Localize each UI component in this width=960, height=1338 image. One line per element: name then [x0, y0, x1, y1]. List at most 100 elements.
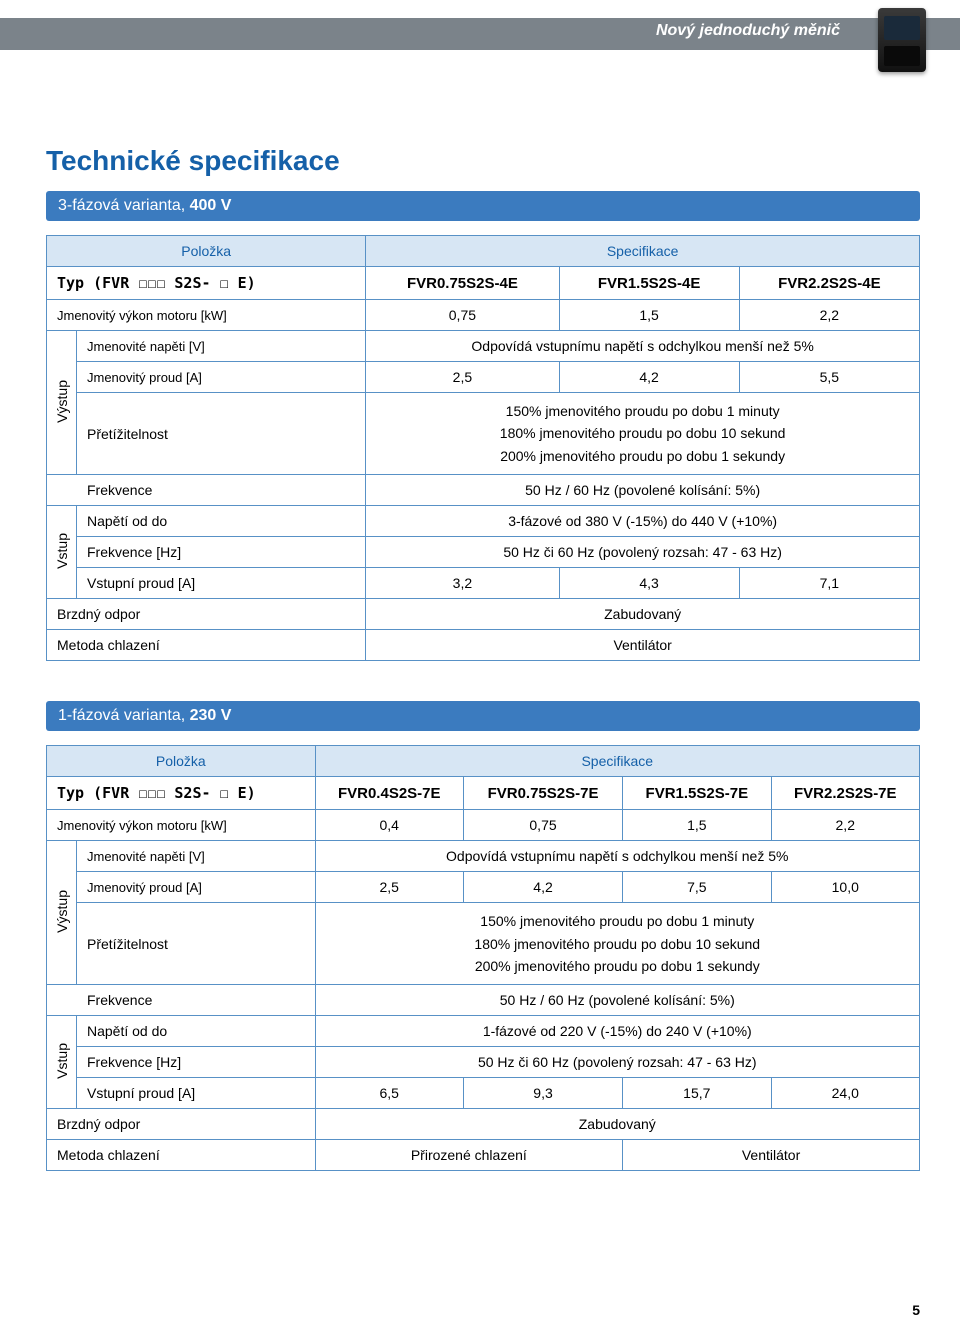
table-row: Brzdný odpor Zabudovaný — [47, 1109, 920, 1140]
row-in-freq-label: Frekvence [Hz] — [77, 537, 366, 568]
current-2: 5,5 — [739, 362, 919, 393]
table-row: Výstup Jmenovité napěti [V] Odpovídá vst… — [47, 841, 920, 872]
type-1: FVR0.75S2S-7E — [463, 777, 622, 810]
power-2: 1,5 — [623, 810, 771, 841]
in-current-2: 7,1 — [739, 568, 919, 599]
brake-text: Zabudovaný — [366, 599, 920, 630]
freq-text: 50 Hz / 60 Hz (povolené kolísání: 5%) — [366, 475, 920, 506]
group-input: Vstup — [47, 506, 77, 599]
in-freq-text: 50 Hz či 60 Hz (povolený rozsah: 47 - 63… — [366, 537, 920, 568]
table-row: Přetížitelnost 150% jmenovitého proudu p… — [47, 903, 920, 985]
table-row: Vstupní proud [A] 6,5 9,3 15,7 24,0 — [47, 1078, 920, 1109]
hdr-spec: Specifikace — [366, 236, 920, 267]
top-bar-text: Nový jednoduchý měnič — [656, 22, 840, 40]
overload-l3: 200% jmenovitého proudu po dobu 1 sekund… — [372, 445, 913, 467]
table-row: Metoda chlazení Ventilátor — [47, 630, 920, 661]
device-icon — [878, 8, 926, 72]
in-current-3: 24,0 — [771, 1078, 919, 1109]
row-cooling-label: Metoda chlazení — [47, 1140, 316, 1171]
row-in-voltage-label: Napětí od do — [77, 1016, 316, 1047]
cooling-fan: Ventilátor — [623, 1140, 920, 1171]
cooling-text: Ventilátor — [366, 630, 920, 661]
table-row: Brzdný odpor Zabudovaný — [47, 599, 920, 630]
power-2: 2,2 — [739, 300, 919, 331]
in-voltage-text: 3-fázové od 380 V (-15%) do 440 V (+10%) — [366, 506, 920, 537]
row-brake-label: Brzdný odpor — [47, 1109, 316, 1140]
group-output-label: Výstup — [54, 890, 70, 933]
voltage-text: Odpovídá vstupnímu napětí s odchylkou me… — [366, 331, 920, 362]
spec-table-400: Položka Specifikace Typ (FVR ☐☐☐ S2S- ☐ … — [46, 235, 920, 661]
table-row: Přetížitelnost 150% jmenovitého proudu p… — [47, 393, 920, 475]
type-2: FVR2.2S2S-4E — [739, 267, 919, 300]
hdr-spec: Specifikace — [315, 746, 919, 777]
row-freq-label: Frekvence — [47, 475, 366, 506]
type-3: FVR2.2S2S-7E — [771, 777, 919, 810]
voltage-text: Odpovídá vstupnímu napětí s odchylkou me… — [315, 841, 919, 872]
table-row: Frekvence [Hz] 50 Hz či 60 Hz (povolený … — [47, 537, 920, 568]
in-current-1: 9,3 — [463, 1078, 622, 1109]
brake-text: Zabudovaný — [315, 1109, 919, 1140]
power-0: 0,75 — [366, 300, 559, 331]
table-row: Jmenovitý výkon motoru [kW] 0,75 1,5 2,2 — [47, 300, 920, 331]
group-output: Výstup — [47, 331, 77, 475]
table-row: Vstup Napětí od do 1-fázové od 220 V (-1… — [47, 1016, 920, 1047]
hdr-item: Položka — [47, 236, 366, 267]
in-voltage-text: 1-fázové od 220 V (-15%) do 240 V (+10%) — [315, 1016, 919, 1047]
current-3: 10,0 — [771, 872, 919, 903]
row-in-current-label: Vstupní proud [A] — [77, 1078, 316, 1109]
table-row: Položka Specifikace — [47, 746, 920, 777]
type-2: FVR1.5S2S-7E — [623, 777, 771, 810]
in-current-0: 6,5 — [315, 1078, 463, 1109]
cooling-natural: Přirozené chlazení — [315, 1140, 623, 1171]
group-input: Vstup — [47, 1016, 77, 1109]
variant-400-bar: 3-fázová varianta, 400 V — [46, 191, 920, 221]
table-row: Frekvence 50 Hz / 60 Hz (povolené kolísá… — [47, 475, 920, 506]
top-stripe: Nový jednoduchý měnič — [0, 18, 960, 50]
row-current-label: Jmenovitý proud [A] — [77, 362, 366, 393]
row-brake-label: Brzdný odpor — [47, 599, 366, 630]
group-output-label: Výstup — [54, 380, 70, 423]
row-power-label: Jmenovitý výkon motoru [kW] — [47, 810, 316, 841]
overload-l1: 150% jmenovitého proudu po dobu 1 minuty — [372, 400, 913, 422]
overload-text: 150% jmenovitého proudu po dobu 1 minuty… — [366, 393, 920, 475]
power-0: 0,4 — [315, 810, 463, 841]
table-row: Vstup Napětí od do 3-fázové od 380 V (-1… — [47, 506, 920, 537]
overload-l3: 200% jmenovitého proudu po dobu 1 sekund… — [322, 955, 913, 977]
table-row: Frekvence 50 Hz / 60 Hz (povolené kolísá… — [47, 985, 920, 1016]
table-row: Položka Specifikace — [47, 236, 920, 267]
row-overload-label: Přetížitelnost — [77, 393, 366, 475]
table-row: Vstupní proud [A] 3,2 4,3 7,1 — [47, 568, 920, 599]
spec-table-230: Položka Specifikace Typ (FVR ☐☐☐ S2S- ☐ … — [46, 745, 920, 1171]
row-power-label: Jmenovitý výkon motoru [kW] — [47, 300, 366, 331]
variant-230-strong: 230 V — [190, 707, 232, 724]
current-0: 2,5 — [366, 362, 559, 393]
variant-230-bar: 1-fázová varianta, 230 V — [46, 701, 920, 731]
row-in-current-label: Vstupní proud [A] — [77, 568, 366, 599]
variant-400-prefix: 3-fázová varianta, — [58, 197, 190, 214]
current-2: 7,5 — [623, 872, 771, 903]
row-cooling-label: Metoda chlazení — [47, 630, 366, 661]
table-row: Jmenovitý proud [A] 2,5 4,2 7,5 10,0 — [47, 872, 920, 903]
power-1: 0,75 — [463, 810, 622, 841]
table-row: Jmenovitý výkon motoru [kW] 0,4 0,75 1,5… — [47, 810, 920, 841]
type-0: FVR0.4S2S-7E — [315, 777, 463, 810]
group-input-label: Vstup — [54, 533, 70, 569]
in-current-2: 15,7 — [623, 1078, 771, 1109]
variant-230-prefix: 1-fázová varianta, — [58, 707, 190, 724]
page-number: 5 — [912, 1302, 920, 1318]
current-0: 2,5 — [315, 872, 463, 903]
overload-l1: 150% jmenovitého proudu po dobu 1 minuty — [322, 910, 913, 932]
in-freq-text: 50 Hz či 60 Hz (povolený rozsah: 47 - 63… — [315, 1047, 919, 1078]
overload-l2: 180% jmenovitého proudu po dobu 10 sekun… — [372, 422, 913, 444]
page-title: Technické specifikace — [46, 145, 920, 177]
in-current-0: 3,2 — [366, 568, 559, 599]
row-voltage-label: Jmenovité napěti [V] — [77, 331, 366, 362]
power-1: 1,5 — [559, 300, 739, 331]
overload-l2: 180% jmenovitého proudu po dobu 10 sekun… — [322, 933, 913, 955]
hdr-item: Položka — [47, 746, 316, 777]
current-1: 4,2 — [559, 362, 739, 393]
table-row: Typ (FVR ☐☐☐ S2S- ☐ E) FVR0.75S2S-4E FVR… — [47, 267, 920, 300]
row-current-label: Jmenovitý proud [A] — [77, 872, 316, 903]
table-row: Frekvence [Hz] 50 Hz či 60 Hz (povolený … — [47, 1047, 920, 1078]
row-in-freq-label: Frekvence [Hz] — [77, 1047, 316, 1078]
